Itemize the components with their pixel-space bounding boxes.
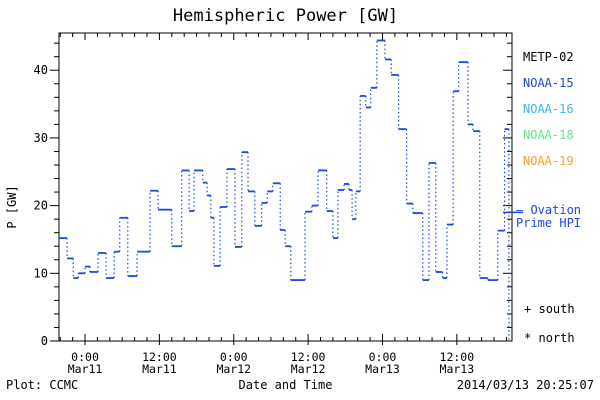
x-tick-date-label: Mar13 — [365, 362, 400, 376]
y-axis-label: P [GW] — [5, 185, 19, 228]
marker-key-south-label: south — [538, 302, 575, 316]
legend-item-noaa-18: NOAA-18 — [523, 128, 574, 142]
x-axis-label: Date and Time — [238, 378, 333, 392]
x-tick-date-label: Mar12 — [291, 362, 326, 376]
x-tick-time-label: 0:00 — [71, 350, 99, 364]
x-tick-date-label: Mar13 — [440, 362, 475, 376]
y-tick-label: 10 — [34, 266, 48, 280]
page-title: Hemispheric Power [GW] — [172, 6, 399, 26]
y-tick-label: 0 — [41, 334, 48, 348]
y-tick-label: 30 — [34, 131, 48, 145]
y-tick-label: 40 — [34, 63, 48, 77]
ovation-legend-label: – Ovation Prime HPI — [516, 204, 581, 230]
x-tick-date-label: Mar11 — [142, 362, 177, 376]
x-tick-time-label: 12:00 — [440, 350, 475, 364]
plot-frame — [58, 32, 513, 342]
legend-item-noaa-19: NOAA-19 — [523, 154, 574, 168]
x-tick-date-label: Mar12 — [216, 362, 251, 376]
plus-marker-icon: + — [524, 302, 532, 316]
marker-key-south: + south — [524, 302, 575, 316]
ovation-legend-line2: Prime HPI — [516, 216, 582, 230]
ovation-legend-line1: – Ovation — [516, 203, 582, 217]
marker-key-north-label: north — [538, 331, 575, 345]
legend-item-noaa-15: NOAA-15 — [523, 76, 574, 90]
legend-item-noaa-16: NOAA-16 — [523, 102, 574, 116]
generation-timestamp: 2014/03/13 20:25:07 — [456, 378, 594, 392]
x-tick-time-label: 0:00 — [369, 350, 397, 364]
satellite-legend: METP-02 NOAA-15 NOAA-16 NOAA-18 NOAA-19 — [523, 44, 574, 174]
y-tick-label: 20 — [34, 199, 48, 213]
x-tick-time-label: 12:00 — [142, 350, 177, 364]
plot-credit: Plot: CCMC — [6, 378, 79, 392]
legend-item-metp-02: METP-02 — [523, 50, 574, 64]
x-tick-time-label: 0:00 — [220, 350, 248, 364]
marker-key-north: * north — [524, 331, 575, 345]
x-tick-time-label: 12:00 — [291, 350, 326, 364]
x-tick-date-label: Mar11 — [68, 362, 103, 376]
asterisk-marker-icon: * — [524, 331, 532, 345]
